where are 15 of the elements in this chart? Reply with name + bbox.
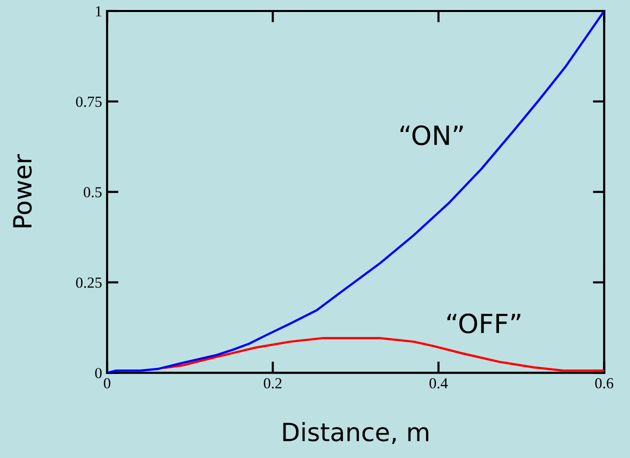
y-axis-title: Power [13,154,32,228]
series-label: “ON” [400,125,463,146]
line-series [164,336,604,372]
y-tick-label: 0.5 [84,187,102,198]
series-label: “OFF” [447,313,520,334]
y-tick-label: 1 [96,6,102,16]
line-series [107,10,604,373]
y-tick-label: 0.75 [76,96,102,107]
x-tick-label: 0.2 [264,378,282,388]
y-tick-label: 0.25 [76,278,102,288]
y-tick-label: 0 [95,368,102,378]
x-tick-label: 0 [104,378,110,388]
x-tick-label: 0.6 [595,378,614,388]
x-tick-label: 0.4 [430,378,448,388]
x-axis-title: Distance, m [283,422,428,444]
